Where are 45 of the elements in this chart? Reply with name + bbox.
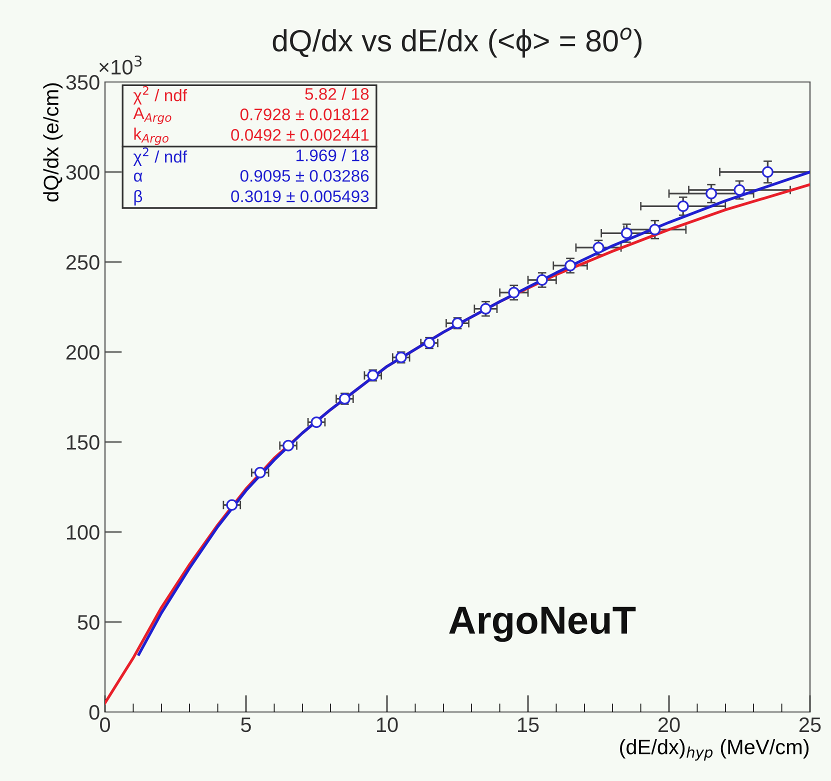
x-tick-label: 25: [799, 717, 821, 732]
y-tick-label: 350: [66, 75, 100, 90]
point: [310, 416, 322, 428]
point: [564, 260, 576, 272]
annotation: A$_{Argo}$: [133, 108, 172, 124]
y-tick-label: 50: [78, 615, 100, 630]
annotation: 0.3019 ± 0.005493: [231, 190, 369, 202]
point: [620, 227, 632, 239]
y-tick-label: 300: [66, 165, 100, 180]
point: [677, 200, 689, 212]
y-tick-label: 150: [66, 435, 100, 450]
point: [254, 466, 266, 478]
point: [226, 499, 238, 511]
x-axis-title: (dE/dx)$_{hyp}$ (MeV/cm): [620, 739, 809, 761]
point: [706, 188, 718, 200]
annotation: 0.0492 ± 0.002441: [231, 129, 369, 141]
annotation: χ$^{2}$ / ndf: [133, 147, 188, 166]
point: [480, 303, 492, 315]
text: ×10$^{3}$: [99, 56, 142, 75]
annotation: α: [134, 172, 142, 182]
y-axis-title: dQ/dx (e/cm): [43, 83, 63, 202]
point: [282, 440, 294, 452]
chart-title: dQ/dx vs dE/dx (<ϕ> = 80$^{o}$): [272, 28, 642, 58]
x-tick-label: 15: [518, 718, 539, 732]
x-tick-label: 5: [241, 718, 251, 732]
annotation: 5.82 / 18: [305, 88, 369, 100]
y-tick-label: 0: [89, 705, 100, 720]
point: [508, 286, 520, 298]
annotation: 0.7928 ± 0.01812: [240, 108, 369, 120]
y-tick-label: 250: [66, 255, 100, 270]
annotation: k$_{Argo}$: [134, 128, 168, 145]
y-tick-label: 200: [66, 345, 100, 360]
x-tick-label: 10: [377, 717, 398, 732]
point: [734, 184, 746, 196]
annotation: 1.969 / 18: [296, 149, 369, 162]
point: [649, 224, 661, 236]
annotation: 0.9095 ± 0.03286: [240, 170, 369, 182]
point: [762, 166, 774, 178]
y-tick-label: 100: [66, 525, 100, 540]
annotation: χ$^{2}$ / ndf: [133, 86, 188, 105]
annotation: β: [134, 190, 142, 206]
point: [536, 274, 548, 286]
x-tick-label: 20: [658, 717, 680, 732]
x-tick-label: 0: [100, 717, 110, 732]
annotation: ArgoNeuT: [449, 606, 636, 642]
